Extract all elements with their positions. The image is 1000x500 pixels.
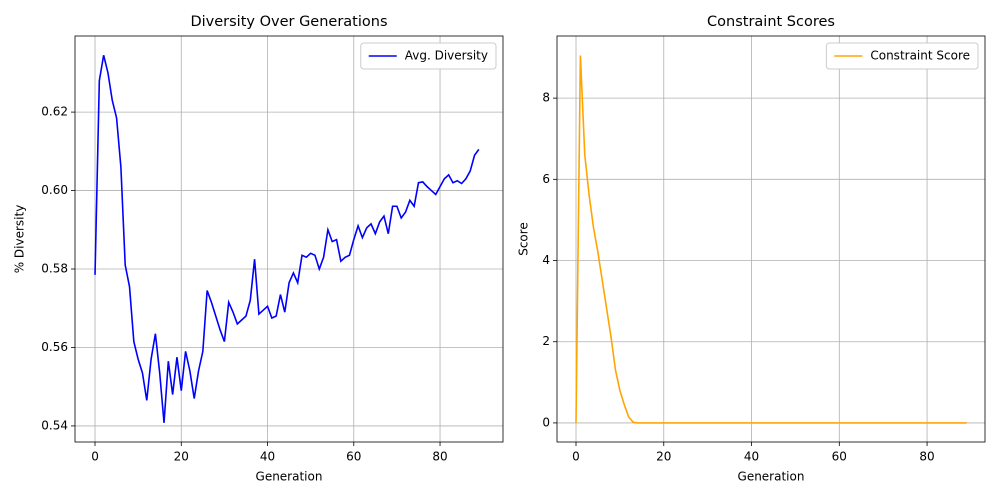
x-tick-label: 60 (832, 450, 847, 464)
x-tick-label: 20 (656, 450, 671, 464)
chart-title: Diversity Over Generations (190, 14, 387, 30)
x-tick-label: 20 (174, 450, 189, 464)
x-axis-label: Generation (738, 470, 805, 484)
axes-frame (74, 35, 504, 443)
data-line (575, 55, 967, 424)
x-axis-label: Generation (256, 470, 323, 484)
data-line (94, 55, 480, 423)
legend-label: Avg. Diversity (405, 49, 488, 63)
y-tick-label: 8 (542, 91, 550, 105)
x-tick-label: 80 (919, 450, 934, 464)
y-tick-label: 0.58 (41, 262, 68, 276)
y-tick-label: 0.56 (41, 340, 68, 354)
y-tick-label: 4 (542, 253, 550, 267)
chart-title: Constraint Scores (707, 14, 835, 30)
y-tick-label: 0 (542, 415, 550, 429)
y-tick-label: 0.54 (41, 418, 68, 432)
x-tick-label: 40 (744, 450, 759, 464)
y-tick-label: 6 (542, 172, 550, 186)
y-tick-label: 0.60 (41, 183, 68, 197)
x-tick-label: 40 (260, 450, 275, 464)
x-tick-label: 80 (432, 450, 447, 464)
y-axis-label: Score (517, 222, 531, 256)
legend (360, 42, 497, 70)
y-axis-label: % Diversity (13, 205, 27, 274)
x-tick-label: 0 (91, 450, 99, 464)
x-tick-label: 60 (346, 450, 361, 464)
axes-frame (556, 35, 986, 443)
legend-label: Constraint Score (870, 49, 970, 63)
y-tick-label: 0.62 (41, 105, 68, 119)
x-tick-label: 0 (572, 450, 580, 464)
y-tick-label: 2 (542, 334, 550, 348)
legend (825, 42, 979, 70)
